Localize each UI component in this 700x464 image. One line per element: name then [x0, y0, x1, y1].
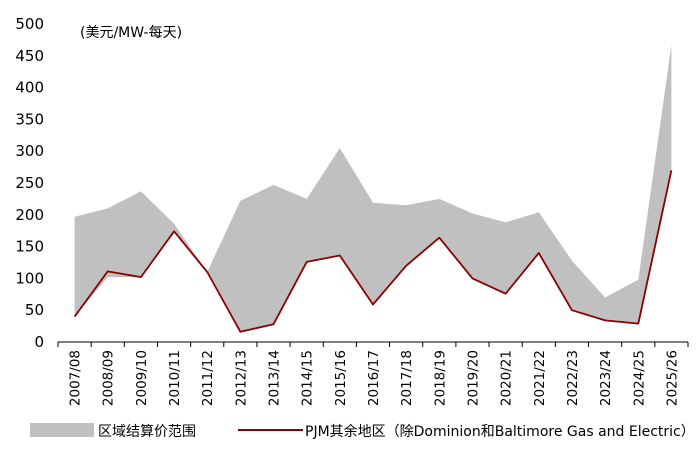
x-tick-label: 2007/08	[68, 350, 84, 406]
x-tick-label: 2020/21	[499, 350, 515, 406]
y-unit-label: (美元/MW-每天)	[80, 25, 182, 41]
x-tick-label: 2014/15	[300, 350, 316, 406]
x-tick-label: 2011/12	[200, 350, 216, 406]
legend-range-label: 区域结算价范围	[98, 423, 196, 440]
y-tick-label: 0	[34, 333, 44, 351]
y-tick-label: 300	[15, 142, 44, 160]
axes	[57, 341, 689, 347]
x-tick-labels: 2007/08 2008/09 2009/10 2010/11 2011/12 2012/…	[68, 350, 681, 406]
x-tick-label: 2015/16	[333, 350, 349, 406]
y-tick-label: 400	[15, 79, 44, 97]
price-range-area	[74, 45, 672, 332]
x-tick-label: 2022/23	[565, 350, 581, 406]
y-tick-label: 350	[15, 110, 44, 128]
rest-of-pjm-line	[73, 170, 673, 333]
x-tick-label: 2016/17	[366, 350, 382, 406]
y-tick-labels: 0 50 100 150 200 250 300 350 400 450 500	[15, 15, 44, 351]
y-tick-label: 450	[15, 47, 44, 65]
x-tick-label: 2024/25	[631, 350, 647, 406]
rest-of-pjm-line-layer	[73, 170, 673, 333]
x-tick-label: 2025/26	[664, 350, 680, 406]
y-tick-label: 100	[15, 269, 44, 287]
legend: 区域结算价范围 PJM其余地区（除Dominion和Baltimore Gas …	[30, 423, 695, 440]
x-tick-label: 2018/19	[432, 350, 448, 406]
y-tick-label: 50	[25, 301, 44, 319]
x-tick-label: 2012/13	[233, 350, 249, 406]
x-tick-label: 2010/11	[167, 350, 183, 406]
legend-range-swatch	[30, 423, 94, 437]
x-tick-label: 2009/10	[134, 350, 150, 406]
x-tick-label: 2019/20	[465, 350, 481, 406]
y-tick-label: 250	[15, 174, 44, 192]
x-tick-label: 2013/14	[267, 350, 283, 406]
x-tick-label: 2021/22	[532, 350, 548, 406]
x-tick-label: 2008/09	[101, 350, 117, 406]
x-tick-label: 2023/24	[598, 350, 614, 406]
legend-line-label: PJM其余地区（除Dominion和Baltimore Gas and Elec…	[305, 423, 695, 440]
price-range-area-layer	[74, 45, 672, 332]
y-tick-label: 200	[15, 206, 44, 224]
x-tick-label: 2017/18	[399, 350, 415, 406]
y-tick-label: 150	[15, 238, 44, 256]
y-tick-label: 500	[15, 15, 44, 33]
